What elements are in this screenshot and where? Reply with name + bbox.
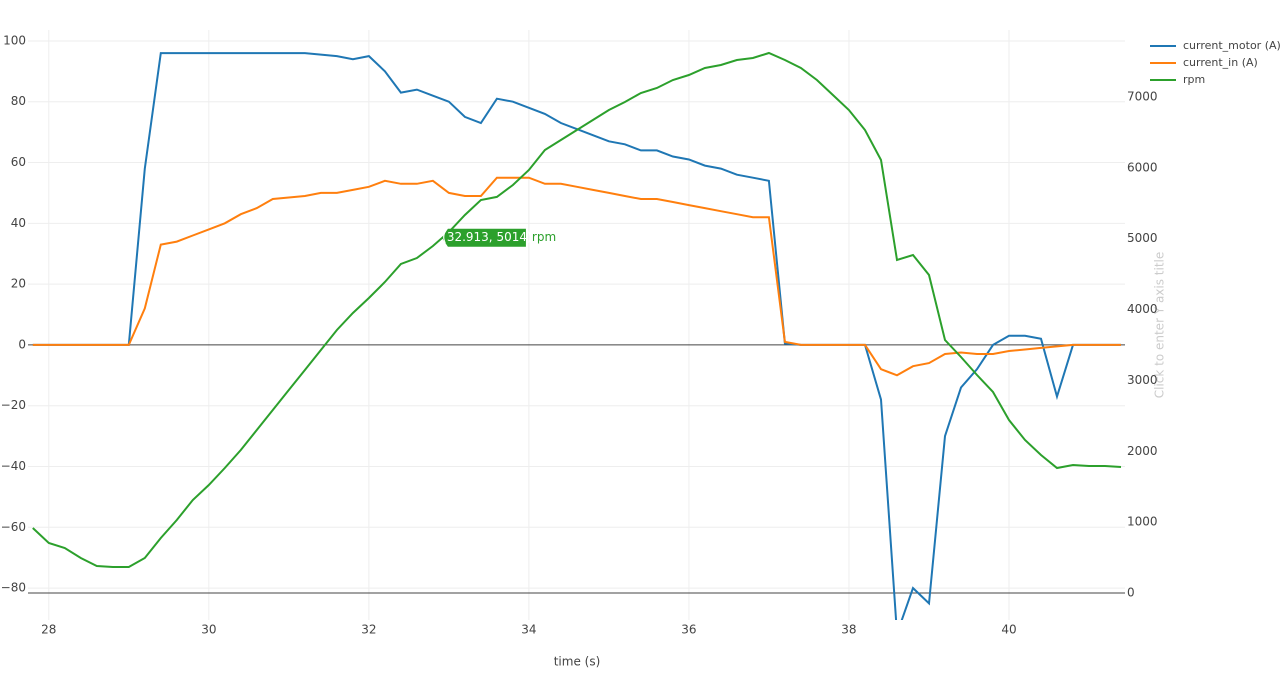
series-line (32, 52, 1121, 620)
y-tick-label: −80 (1, 581, 26, 595)
y2-tick-label: 6000 (1127, 160, 1158, 174)
y-tick-label: 80 (11, 94, 26, 108)
series-line (32, 51, 1122, 568)
hover-box (441, 228, 526, 247)
legend-label: current_in (A) (1183, 56, 1258, 69)
legend-label: current_motor (A) (1183, 39, 1280, 52)
y2-tick-label: 1000 (1127, 515, 1158, 529)
plot-area (32, 51, 1122, 620)
x-tick-label: 38 (841, 623, 856, 637)
x-tick-label: 34 (521, 623, 536, 637)
x-axis-title: time (s) (554, 655, 601, 669)
y-tick-label: 100 (3, 33, 26, 47)
x-tick-label: 32 (361, 623, 376, 637)
y2-tick-label: 4000 (1127, 302, 1158, 316)
y-tick-label: 60 (11, 155, 26, 169)
x-tick-label: 28 (41, 623, 56, 637)
y-tick-label: −60 (1, 520, 26, 534)
y2-tick-label: 5000 (1127, 231, 1158, 245)
hover-label: (32.913, 5014) (442, 230, 532, 244)
y2-tick-label: 2000 (1127, 444, 1158, 458)
legend-label: rpm (1183, 73, 1205, 86)
y-tick-label: −20 (1, 398, 26, 412)
x-tick-label: 40 (1001, 623, 1016, 637)
y-tick-label: 0 (18, 337, 26, 351)
y2-axis-title[interactable]: Click to enter Y axis title (1153, 252, 1167, 399)
x-tick-label: 36 (681, 623, 696, 637)
y-tick-label: 20 (11, 277, 26, 291)
y2-tick-label: 0 (1127, 586, 1135, 600)
y-tick-label: 40 (11, 216, 26, 230)
y2-tick-label: 7000 (1127, 89, 1158, 103)
y-tick-label: −40 (1, 459, 26, 473)
series-line (32, 176, 1121, 377)
x-tick-label: 30 (201, 623, 216, 637)
y2-tick-label: 3000 (1127, 373, 1158, 387)
hover-name: rpm (532, 230, 556, 244)
